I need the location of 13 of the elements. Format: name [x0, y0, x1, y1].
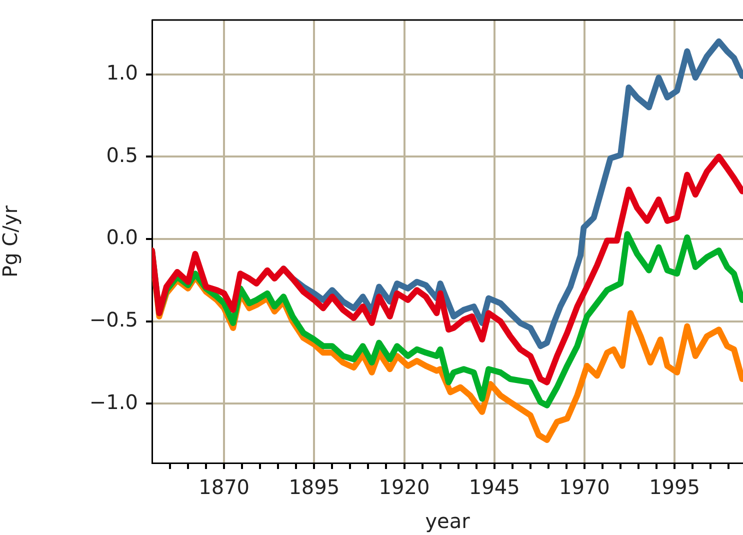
y-axis-title: Pg C/yr [0, 204, 22, 278]
y-tick-label: 1.0 [106, 60, 138, 85]
x-tick-label: 1970 [558, 475, 610, 500]
x-tick-label: 1895 [288, 475, 340, 500]
y-tick-label: 0.0 [106, 225, 138, 250]
x-axis-title: year [425, 509, 471, 534]
x-tick-label: 1945 [468, 475, 520, 500]
y-tick-label: −1.0 [89, 390, 138, 414]
x-tick-label: 1870 [198, 475, 250, 500]
x-tick-label: 1995 [649, 475, 700, 500]
y-tick-label: 0.5 [106, 142, 138, 167]
y-tick-label: −0.5 [89, 308, 138, 332]
x-tick-label: 1920 [378, 475, 430, 500]
